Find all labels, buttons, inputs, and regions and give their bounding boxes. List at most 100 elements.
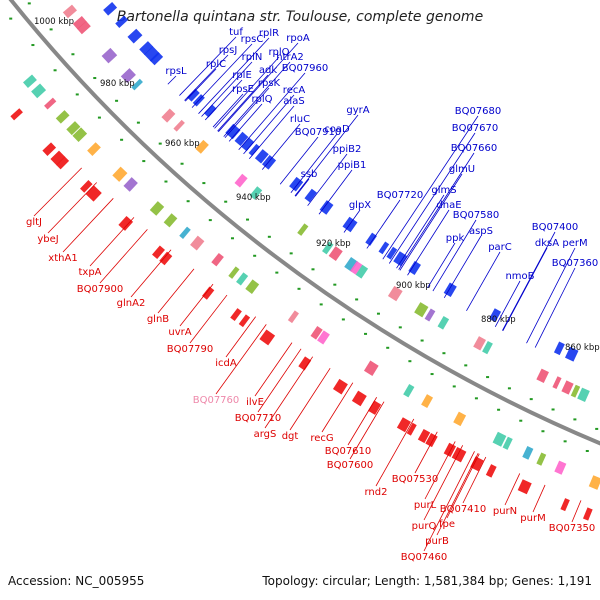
feature-block <box>195 139 209 154</box>
feature-block <box>378 241 390 255</box>
leader-line <box>532 484 546 513</box>
gene-label: recG <box>310 433 333 444</box>
gene-label: BQ07670 <box>452 123 499 134</box>
feature-block <box>149 51 164 66</box>
gene-label: dnaE <box>436 200 461 211</box>
leader-line <box>432 219 477 292</box>
scale-dot <box>333 283 337 286</box>
leader-line <box>99 229 148 284</box>
feature-block <box>80 180 93 193</box>
leader-line <box>214 56 280 129</box>
gene-label: BQ07530 <box>392 474 439 485</box>
feature-block <box>577 387 590 403</box>
leader-line <box>215 324 267 395</box>
feature-block <box>344 256 359 272</box>
scale-dot <box>541 430 545 433</box>
leader-line <box>243 94 295 155</box>
leader-line <box>396 194 445 269</box>
gene-label: BQ07790 <box>167 344 214 355</box>
leader-line <box>424 441 456 500</box>
leader-line <box>33 167 82 217</box>
feature-block <box>588 475 600 490</box>
feature-block <box>230 308 242 322</box>
gene-label: purL <box>414 500 437 511</box>
leader-line <box>189 294 228 344</box>
feature-block <box>554 460 567 475</box>
scale-dot <box>452 385 456 388</box>
feature-block <box>101 47 118 64</box>
feature-block <box>56 156 70 170</box>
leader-line <box>399 173 463 271</box>
leader-line <box>179 36 237 96</box>
gene-label: adk <box>259 65 277 76</box>
feature-block <box>310 325 323 340</box>
leader-line <box>254 342 293 397</box>
leader-line <box>179 283 214 327</box>
scale-dot <box>9 17 13 20</box>
feature-block <box>254 149 269 164</box>
leader-line <box>382 115 479 260</box>
gene-label: icdA <box>215 358 237 369</box>
backbone-arc <box>8 0 600 446</box>
scale-dot <box>27 2 31 5</box>
feature-block <box>424 308 436 322</box>
scale-dot <box>486 376 490 379</box>
gene-label: glmU <box>449 164 475 175</box>
feature-block <box>536 452 547 466</box>
gene-label: BQ07720 <box>377 190 424 201</box>
map-title: Bartonella quintana str. Toulouse, compl… <box>116 9 484 25</box>
feature-block <box>103 2 118 16</box>
scale-dot <box>408 360 412 363</box>
gene-label: rplR <box>259 28 279 39</box>
feature-block <box>406 422 417 436</box>
gene-label: BQ07610 <box>325 446 372 457</box>
feature-block <box>561 380 574 395</box>
gene-label: htrA2 <box>276 52 304 63</box>
scale-dot <box>464 364 468 367</box>
feature-block <box>289 176 304 192</box>
leader-line <box>261 123 301 170</box>
feature-block <box>473 336 487 351</box>
leader-line <box>184 54 229 101</box>
scale-dot <box>164 180 168 183</box>
feature-block <box>417 428 431 444</box>
leader-line <box>212 93 244 128</box>
leader-line <box>462 456 487 504</box>
feature-block <box>161 108 176 123</box>
leader-line <box>191 43 253 108</box>
scale-dot <box>49 28 53 31</box>
feature-block <box>249 186 263 200</box>
gene-label: ppk <box>446 233 465 244</box>
leader-line <box>289 367 331 431</box>
feature-block <box>179 226 191 239</box>
gene-label: BQ07600 <box>327 460 374 471</box>
feature-block <box>62 4 77 19</box>
scale-dot <box>341 318 345 321</box>
scale-dot <box>267 235 271 238</box>
gene-label: argS <box>254 429 277 440</box>
feature-block <box>403 383 415 398</box>
gene-label: BQ07910 <box>295 127 342 138</box>
feature-block <box>363 360 379 376</box>
gene-label: dksA <box>535 238 559 249</box>
scale-dot <box>289 252 293 255</box>
feature-block <box>77 20 91 35</box>
feature-block <box>228 266 240 279</box>
kbp-tick-label: 940 kbp <box>236 193 271 203</box>
feature-block <box>225 123 241 140</box>
kbp-tick-label: 920 kbp <box>316 239 351 249</box>
leader-line <box>347 397 378 446</box>
scale-dot <box>297 287 301 290</box>
gene-label: rplN <box>242 52 263 63</box>
feature-block <box>437 316 450 330</box>
leader-line <box>198 37 270 114</box>
scale-dot <box>71 53 75 56</box>
leader-line <box>248 105 295 160</box>
gene-label: BQ07680 <box>455 106 502 117</box>
leader-line <box>228 103 263 142</box>
gene-label: purN <box>493 506 517 517</box>
feature-block <box>234 131 249 147</box>
